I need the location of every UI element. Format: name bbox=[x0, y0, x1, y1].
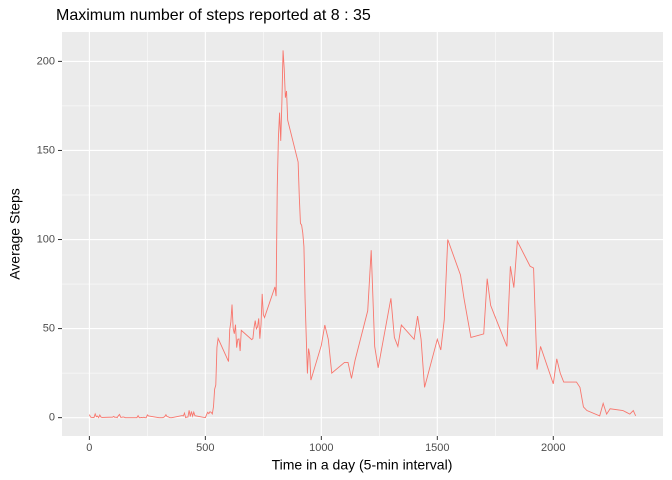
y-axis-title: Average Steps bbox=[7, 188, 23, 280]
x-tick-label: 1000 bbox=[309, 442, 333, 454]
data-line bbox=[88, 50, 637, 419]
x-axis-title: Time in a day (5-min interval) bbox=[272, 457, 453, 473]
x-tick-label: 0 bbox=[86, 442, 92, 454]
y-tick-label: 100 bbox=[37, 233, 55, 245]
y-tick-label: 200 bbox=[37, 55, 55, 67]
y-tick-label: 150 bbox=[37, 144, 55, 156]
chart-title: Maximum number of steps reported at 8 : … bbox=[56, 7, 371, 24]
x-tick-label: 1500 bbox=[425, 442, 449, 454]
x-tick-label: 500 bbox=[196, 442, 214, 454]
y-tick-label: 50 bbox=[43, 322, 55, 334]
panel bbox=[62, 32, 663, 436]
y-tick-label: 0 bbox=[49, 412, 55, 424]
x-tick-label: 2000 bbox=[541, 442, 565, 454]
